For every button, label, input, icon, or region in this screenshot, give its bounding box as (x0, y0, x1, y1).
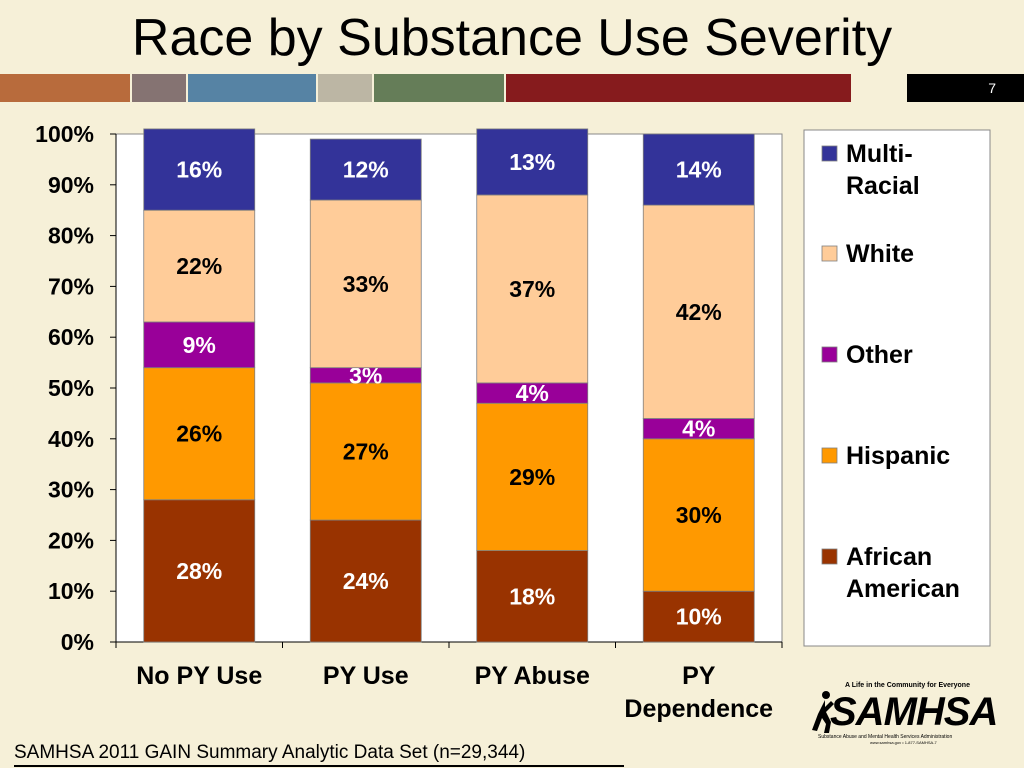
legend-label: Other (846, 341, 913, 369)
y-tick-label: 50% (48, 375, 94, 401)
x-tick-label-line: No PY Use (136, 662, 262, 690)
bar-segment (642, 133, 755, 206)
x-tick-label-line: PY Use (323, 662, 409, 690)
data-label: 14% (676, 157, 722, 183)
logo-contact: www.samhsa.gov • 1-877-SAMHSA-7 (870, 740, 937, 745)
legend-swatch (821, 346, 838, 363)
bar-segment (143, 128, 256, 211)
strip-segment (374, 74, 504, 102)
data-label: 10% (676, 604, 722, 630)
legend-label-line: African (846, 543, 932, 571)
y-tick-label: 80% (48, 223, 94, 249)
strip-segment (132, 74, 186, 102)
y-tick-label: 60% (48, 324, 94, 350)
legend-label: Hispanic (846, 442, 950, 470)
strip-segment (853, 74, 905, 102)
source-note: SAMHSA 2011 GAIN Summary Analytic Data S… (14, 742, 526, 763)
y-tick-label: 30% (48, 477, 94, 503)
decorative-color-strip (0, 74, 1024, 102)
legend-label: Multi- Racial (846, 140, 920, 200)
bar-segment (309, 199, 422, 369)
bar-segment (143, 321, 256, 369)
legend-label-line: Other (846, 341, 913, 369)
slide-number: 7 (988, 80, 996, 96)
data-label: 33% (343, 271, 389, 297)
y-tick-label: 40% (48, 426, 94, 452)
x-tick-label-line: PY Abuse (475, 662, 590, 690)
bar-segment (476, 128, 589, 196)
legend-swatch (821, 245, 838, 262)
data-label: 16% (176, 157, 222, 183)
strip-segment (907, 74, 1024, 102)
x-tick-label: PY Abuse (475, 662, 590, 690)
bar-segment (476, 194, 589, 384)
strip-segment (506, 74, 851, 102)
samhsa-logo: A Life in the Community for Everyone SAM… (810, 682, 998, 745)
legend-label-line: White (846, 240, 914, 268)
data-label: 42% (676, 299, 722, 325)
source-underline (14, 765, 624, 767)
y-tick-label: 0% (61, 629, 94, 655)
data-label: 12% (343, 157, 389, 183)
strip-segment (318, 74, 372, 102)
data-label: 9% (183, 332, 216, 358)
legend-label: White (846, 240, 914, 268)
logo-tagline: A Life in the Community for Everyone (845, 682, 970, 689)
legend-label-line: Multi- (846, 140, 913, 168)
x-tick-label: PY Use (323, 662, 409, 690)
data-label: 24% (343, 568, 389, 594)
bar-segment (476, 402, 589, 551)
data-label: 28% (176, 558, 222, 584)
legend-swatch (821, 145, 838, 162)
data-label: 30% (676, 502, 722, 528)
legend-swatch (821, 447, 838, 464)
x-tick-label-line: PY (682, 662, 716, 690)
data-label: 22% (176, 253, 222, 279)
legend-swatch (821, 548, 838, 565)
y-tick-label: 70% (48, 273, 94, 299)
data-label: 13% (509, 149, 555, 175)
bar-segment (309, 519, 422, 643)
data-label: 26% (176, 421, 222, 447)
bar-segment (309, 138, 422, 201)
legend-label-line: American (846, 575, 960, 603)
bar-segment (309, 382, 422, 521)
y-tick-label: 90% (48, 172, 94, 198)
legend-label-line: Hispanic (846, 442, 950, 470)
strip-segment (188, 74, 316, 102)
y-tick-label: 10% (48, 578, 94, 604)
x-tick-label-line: Dependence (624, 695, 773, 723)
x-tick-label: No PY Use (136, 662, 262, 690)
data-label: 4% (516, 380, 549, 406)
logo-name: SAMHSA (830, 690, 998, 734)
bar-segment (642, 590, 755, 643)
data-label: 4% (682, 416, 715, 442)
bar-segment (476, 550, 589, 643)
strip-segment (0, 74, 130, 102)
data-label: 29% (509, 464, 555, 490)
bar-segment (143, 209, 256, 323)
data-label: 27% (343, 439, 389, 465)
slide-title: Race by Substance Use Severity (131, 9, 893, 67)
person-figure-icon (812, 691, 834, 733)
bar-segment (143, 499, 256, 643)
x-tick-label: PY Dependence (624, 662, 773, 723)
logo-subtitle: Substance Abuse and Mental Health Servic… (818, 734, 953, 740)
legend-label-line: Racial (846, 172, 920, 200)
y-tick-label: 100% (35, 121, 94, 147)
data-label: 18% (509, 583, 555, 609)
data-label: 37% (509, 276, 555, 302)
stacked-bar-chart: 0% 10% 20% 30% 40% 50% 60% 70% 80% 90% 100% 28% 26% 9… (35, 121, 991, 723)
y-tick-label: 20% (48, 527, 94, 553)
bar-segment (642, 438, 755, 592)
legend-label: African American (846, 543, 960, 603)
